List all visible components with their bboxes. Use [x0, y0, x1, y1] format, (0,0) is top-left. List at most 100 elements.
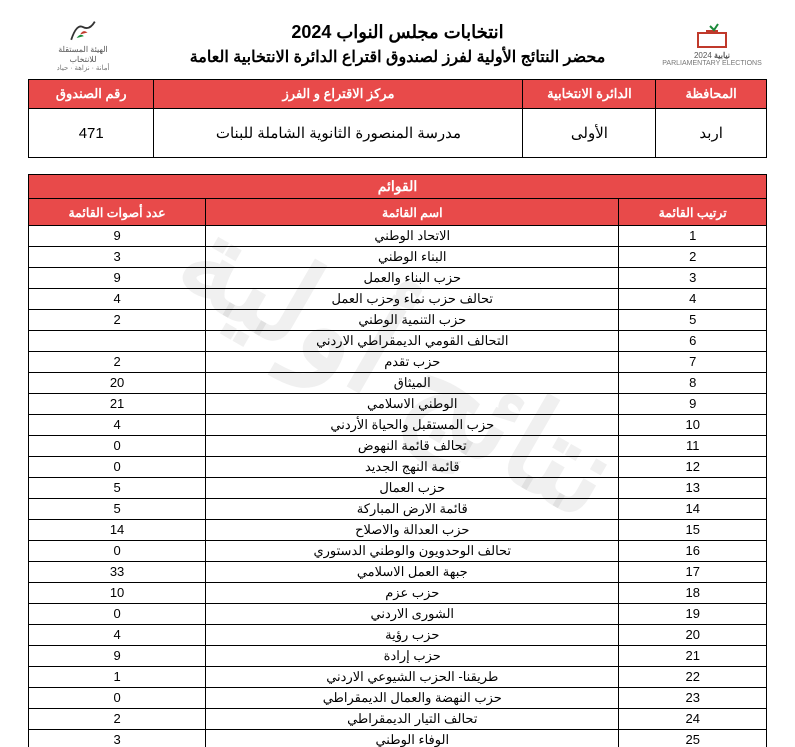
cell-rank: 5 — [619, 310, 767, 331]
cell-votes: 0 — [29, 541, 206, 562]
table-row: 10حزب المستقبل والحياة الأردني4 — [29, 415, 767, 436]
logo-left: الهيئة المستقلة للانتخاب أمانة · نزاهة ·… — [28, 18, 138, 73]
info-table: المحافظة الدائرة الانتخابية مركز الاقترا… — [28, 79, 767, 158]
cell-votes: 4 — [29, 415, 206, 436]
table-row: 22طريقنا- الحزب الشيوعي الاردني1 — [29, 667, 767, 688]
cell-name: حزب البناء والعمل — [206, 268, 619, 289]
info-value-box: 471 — [29, 109, 154, 158]
cell-name: حزب رؤية — [206, 625, 619, 646]
cell-votes: 33 — [29, 562, 206, 583]
cell-rank: 21 — [619, 646, 767, 667]
results-table: ترتيب القائمة اسم القائمة عدد أصوات القا… — [28, 198, 767, 747]
ballot-logo-icon — [692, 23, 732, 49]
cell-name: حزب عزم — [206, 583, 619, 604]
cell-votes: 9 — [29, 268, 206, 289]
results-header-name: اسم القائمة — [206, 199, 619, 226]
cell-votes: 0 — [29, 436, 206, 457]
cell-rank: 12 — [619, 457, 767, 478]
cell-votes: 9 — [29, 646, 206, 667]
table-row: 21حزب إرادة9 — [29, 646, 767, 667]
cell-rank: 25 — [619, 730, 767, 747]
table-row: 14قائمة الارض المباركة5 — [29, 499, 767, 520]
cell-votes: 0 — [29, 457, 206, 478]
iec-logo-icon — [66, 18, 100, 43]
cell-votes: 3 — [29, 730, 206, 747]
cell-name: حزب العدالة والاصلاح — [206, 520, 619, 541]
cell-name: تحالف التيار الديمقراطي — [206, 709, 619, 730]
table-row: 25الوفاء الوطني3 — [29, 730, 767, 747]
info-header-district: الدائرة الانتخابية — [523, 80, 656, 109]
cell-votes: 2 — [29, 352, 206, 373]
cell-rank: 23 — [619, 688, 767, 709]
cell-votes: 0 — [29, 688, 206, 709]
cell-rank: 19 — [619, 604, 767, 625]
table-row: 19الشورى الاردني0 — [29, 604, 767, 625]
table-row: 2البناء الوطني3 — [29, 247, 767, 268]
info-header-center: مركز الاقتراع و الفرز — [154, 80, 523, 109]
header-row: نيابية 2024 PARLIAMENTARY ELECTIONS انتخ… — [28, 18, 767, 73]
cell-name: الوفاء الوطني — [206, 730, 619, 747]
table-row: 20حزب رؤية4 — [29, 625, 767, 646]
table-row: 5حزب التنمية الوطني2 — [29, 310, 767, 331]
logo-right-line2: 2024 — [694, 51, 712, 60]
info-value-district: الأولى — [523, 109, 656, 158]
results-header-votes: عدد أصوات القائمة — [29, 199, 206, 226]
cell-name: حزب النهضة والعمال الديمقراطي — [206, 688, 619, 709]
cell-name: حزب المستقبل والحياة الأردني — [206, 415, 619, 436]
cell-name: طريقنا- الحزب الشيوعي الاردني — [206, 667, 619, 688]
table-row: 13حزب العمال5 — [29, 478, 767, 499]
cell-name: قائمة النهج الجديد — [206, 457, 619, 478]
cell-name: حزب إرادة — [206, 646, 619, 667]
results-section-title: القوائم — [28, 174, 767, 198]
cell-rank: 22 — [619, 667, 767, 688]
logo-left-line1: الهيئة المستقلة — [58, 45, 108, 55]
cell-votes: 10 — [29, 583, 206, 604]
logo-left-line3: أمانة · نزاهة · حياد — [57, 65, 110, 73]
table-row: 9الوطني الاسلامي21 — [29, 394, 767, 415]
cell-rank: 15 — [619, 520, 767, 541]
cell-name: البناء الوطني — [206, 247, 619, 268]
info-value-governorate: اربد — [656, 109, 767, 158]
main-title: انتخابات مجلس النواب 2024 — [138, 22, 657, 43]
cell-rank: 13 — [619, 478, 767, 499]
cell-rank: 14 — [619, 499, 767, 520]
cell-rank: 7 — [619, 352, 767, 373]
cell-votes: 3 — [29, 247, 206, 268]
cell-rank: 2 — [619, 247, 767, 268]
cell-rank: 18 — [619, 583, 767, 604]
cell-name: جبهة العمل الاسلامي — [206, 562, 619, 583]
table-row: 24تحالف التيار الديمقراطي2 — [29, 709, 767, 730]
cell-rank: 20 — [619, 625, 767, 646]
table-row: 23حزب النهضة والعمال الديمقراطي0 — [29, 688, 767, 709]
cell-votes — [29, 331, 206, 352]
cell-rank: 6 — [619, 331, 767, 352]
logo-right: نيابية 2024 PARLIAMENTARY ELECTIONS — [657, 18, 767, 73]
cell-rank: 8 — [619, 373, 767, 394]
cell-name: الاتحاد الوطني — [206, 226, 619, 247]
table-row: 6التحالف القومي الديمقراطي الاردني — [29, 331, 767, 352]
logo-right-line1: نيابية — [714, 51, 730, 60]
cell-rank: 16 — [619, 541, 767, 562]
cell-name: تحالف قائمة النهوض — [206, 436, 619, 457]
table-row: 7حزب تقدم2 — [29, 352, 767, 373]
cell-rank: 9 — [619, 394, 767, 415]
cell-name: الوطني الاسلامي — [206, 394, 619, 415]
info-value-center: مدرسة المنصورة الثانوية الشاملة للبنات — [154, 109, 523, 158]
table-row: 15حزب العدالة والاصلاح14 — [29, 520, 767, 541]
table-row: 3حزب البناء والعمل9 — [29, 268, 767, 289]
cell-votes: 9 — [29, 226, 206, 247]
info-header-governorate: المحافظة — [656, 80, 767, 109]
cell-name: الميثاق — [206, 373, 619, 394]
table-row: 18حزب عزم10 — [29, 583, 767, 604]
cell-votes: 2 — [29, 709, 206, 730]
cell-name: حزب العمال — [206, 478, 619, 499]
cell-votes: 14 — [29, 520, 206, 541]
title-block: انتخابات مجلس النواب 2024 محضر النتائج ا… — [138, 18, 657, 67]
cell-name: تحالف الوحدويون والوطني الدستوري — [206, 541, 619, 562]
cell-votes: 2 — [29, 310, 206, 331]
cell-votes: 5 — [29, 499, 206, 520]
cell-name: حزب تقدم — [206, 352, 619, 373]
cell-votes: 4 — [29, 289, 206, 310]
sub-title: محضر النتائج الأولية لفرز لصندوق اقتراع … — [138, 47, 657, 67]
cell-rank: 10 — [619, 415, 767, 436]
